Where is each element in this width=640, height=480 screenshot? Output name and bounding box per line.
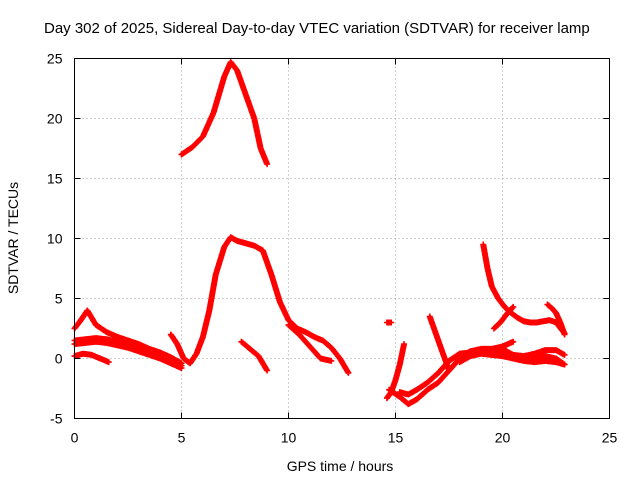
data-point-marker <box>345 369 352 376</box>
data-point-marker <box>510 303 517 310</box>
series-arc-j <box>383 341 408 402</box>
data-point-marker <box>388 319 395 326</box>
data-point-marker <box>178 365 185 372</box>
series-arc-i <box>383 319 395 326</box>
x-tick-label: 5 <box>178 430 186 446</box>
data-point-marker <box>561 331 568 338</box>
y-axis-label: SDTVAR / TECUs <box>5 182 21 294</box>
y-tick-label: 20 <box>47 111 63 127</box>
axis-ticks <box>74 58 610 419</box>
x-tick-label: 15 <box>388 430 404 446</box>
series-arc-d <box>71 350 112 366</box>
x-tick-labels: 0 5 10 15 20 25 <box>71 430 618 446</box>
scatter-points <box>71 59 568 408</box>
y-tick-label: 25 <box>47 51 63 67</box>
data-point-marker <box>264 161 271 168</box>
series-arc-g <box>238 338 271 374</box>
series-arc-f <box>178 59 271 168</box>
series-arc-m <box>426 313 452 374</box>
y-tick-labels: -5 0 5 10 15 20 25 <box>47 51 63 427</box>
y-tick-label: 5 <box>55 291 63 307</box>
x-tick-label: 20 <box>495 430 511 446</box>
x-tick-label: 25 <box>602 430 618 446</box>
data-point-marker <box>561 361 568 368</box>
y-tick-label: 15 <box>47 171 63 187</box>
series-arc-p <box>490 303 517 332</box>
data-point-marker <box>328 357 335 364</box>
data-point-marker <box>561 351 568 358</box>
series-arc-c <box>71 338 185 372</box>
y-tick-label: -5 <box>50 411 63 427</box>
y-tick-label: 10 <box>47 231 63 247</box>
data-point-marker <box>509 304 516 311</box>
y-tick-label: 0 <box>55 351 63 367</box>
series-arc-r <box>456 350 568 368</box>
data-point-marker <box>401 341 408 348</box>
data-point-marker <box>510 338 517 345</box>
data-point-marker <box>264 367 271 374</box>
data-point-marker <box>105 359 112 366</box>
chart-title: Day 302 of 2025, Sidereal Day-to-day VTE… <box>44 20 590 37</box>
series-arc-e <box>167 234 352 376</box>
x-axis-label: GPS time / hours <box>287 458 394 474</box>
x-tick-label: 10 <box>281 430 297 446</box>
series-arc-o <box>480 241 568 337</box>
series-arc-h <box>285 321 335 364</box>
series-arc-q <box>544 301 568 338</box>
x-tick-label: 0 <box>71 430 79 446</box>
